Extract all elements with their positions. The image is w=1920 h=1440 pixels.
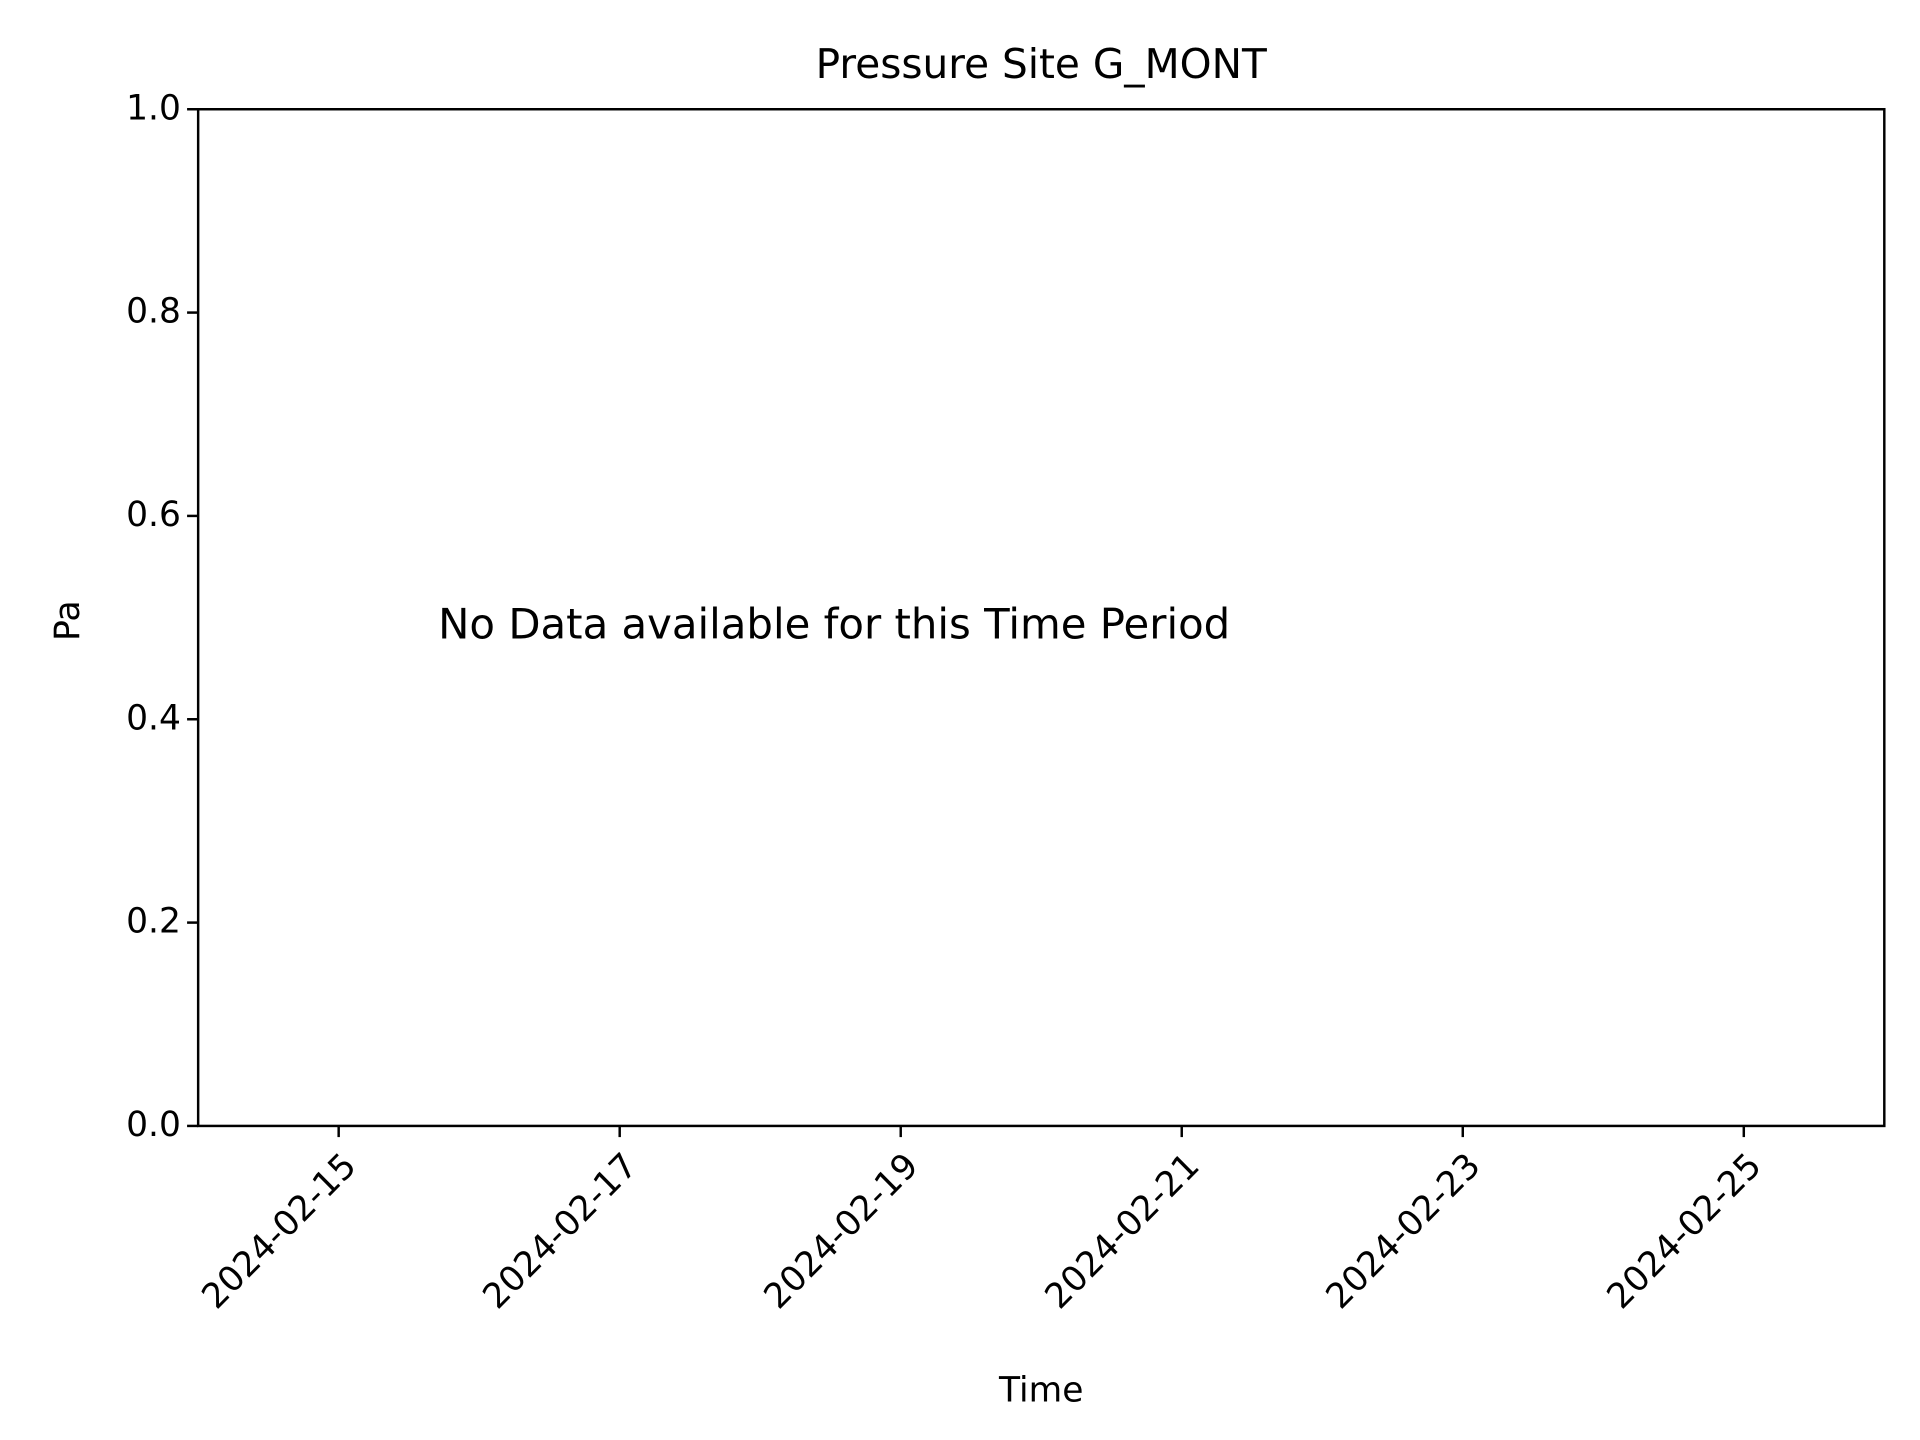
annotation: No Data available for this Time Period <box>438 599 1230 648</box>
y-tick-label: 0.4 <box>126 698 181 738</box>
y-tick-label: 0.6 <box>126 495 181 535</box>
y-axis-label: Pa <box>48 600 88 641</box>
plot-frame <box>196 108 1886 1128</box>
y-tick-label: 0.0 <box>126 1105 181 1145</box>
y-tick-label: 0.2 <box>126 902 181 942</box>
y-tick-label: 0.8 <box>126 291 181 331</box>
chart-title: Pressure Site G_MONT <box>816 40 1268 88</box>
y-tick-label: 1.0 <box>126 88 181 128</box>
x-axis-label: Time <box>998 1370 1083 1410</box>
